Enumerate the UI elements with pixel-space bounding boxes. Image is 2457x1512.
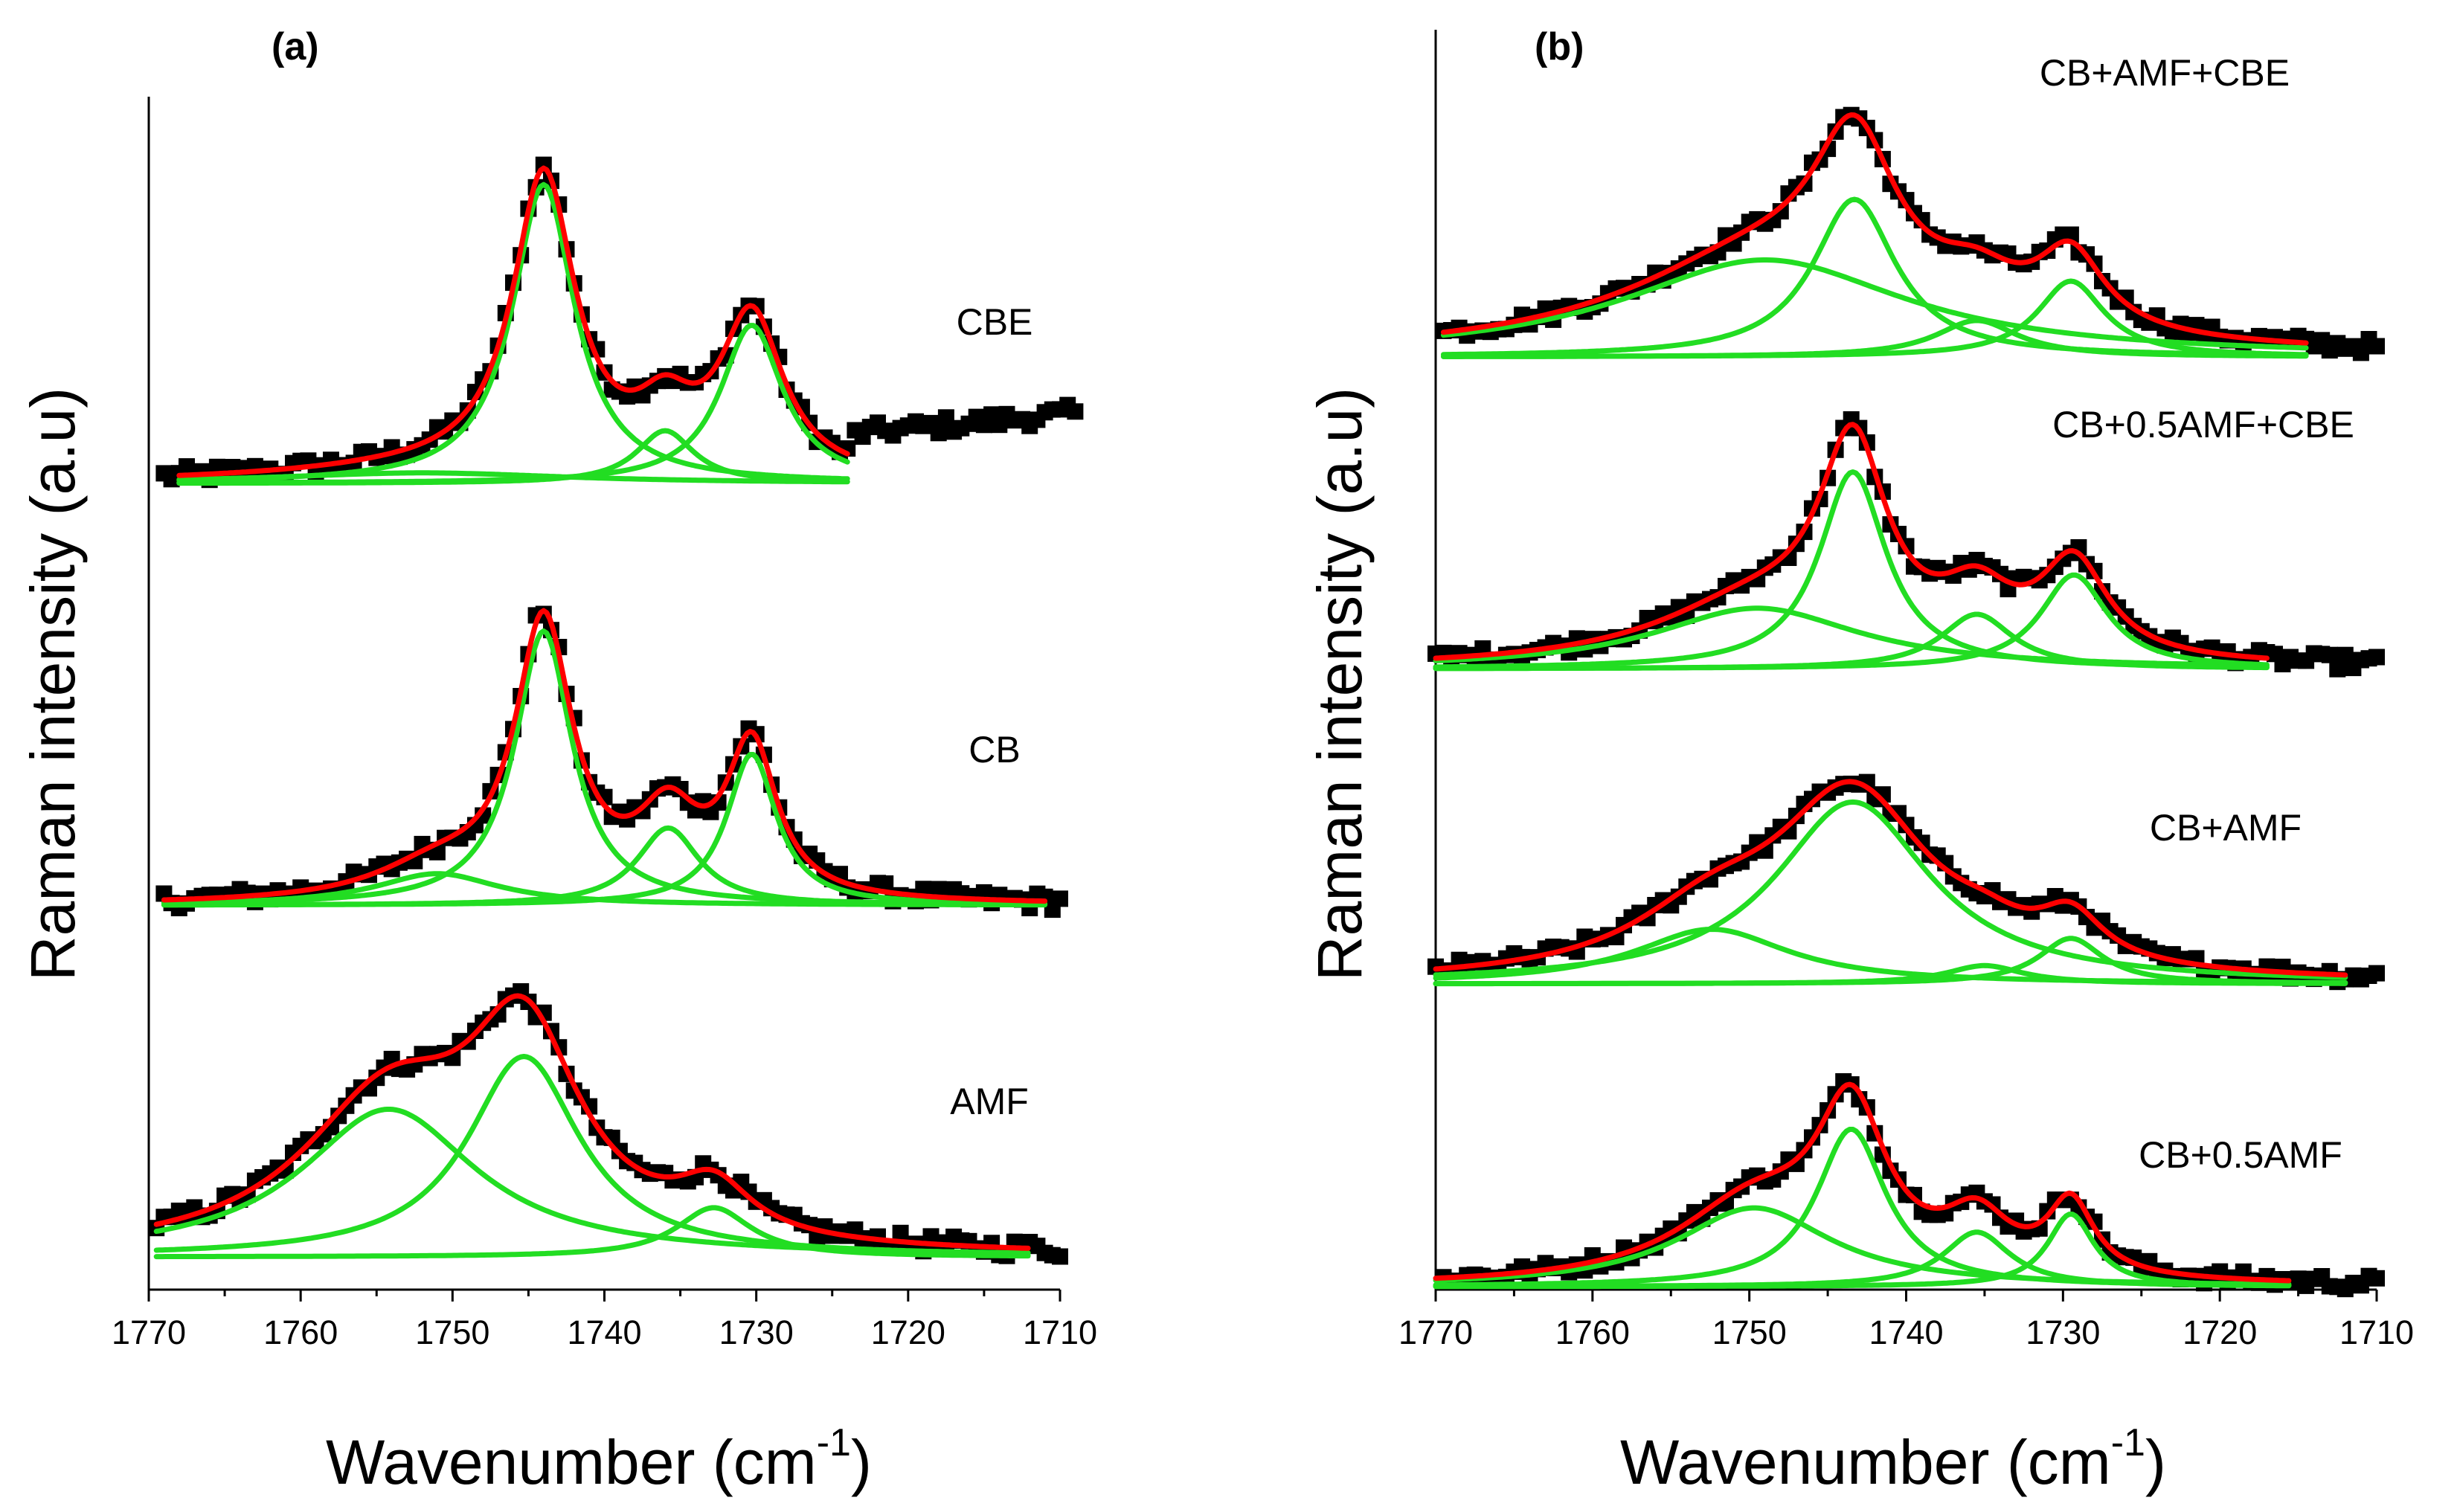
data-point: [937, 409, 954, 426]
x-tick-label: 1770: [1398, 1313, 1473, 1351]
x-tick-label: 1740: [567, 1313, 641, 1351]
data-point: [877, 875, 894, 892]
component-peak-curve: [176, 428, 850, 486]
trace-label: CB+0.5AMF+CBE: [2052, 404, 2354, 445]
trace-cb: [155, 605, 1068, 919]
fit-curve: [1433, 779, 2348, 978]
panel-b: 1770 1760 1750 1740 1730 1720 1710 CB+AMF+CBEC…: [1305, 25, 2414, 1497]
fit-curve: [1433, 1081, 2292, 1284]
data-point: [2368, 649, 2385, 666]
data-point: [2368, 1270, 2385, 1287]
trace-label: CB+AMF+CBE: [2040, 52, 2290, 94]
x-tick-label: 1770: [112, 1313, 186, 1351]
fit-curve: [161, 608, 1048, 904]
component-peak-curve: [161, 871, 1048, 908]
data-point: [2321, 646, 2338, 663]
x-tick-label: 1760: [263, 1313, 338, 1351]
x-tick-label: 1750: [1712, 1313, 1787, 1351]
component-peak-curve: [1433, 1229, 2292, 1290]
panel-a: 1770 1760 1750 1740 1730 1720 1710 CBE CB AMF (a…: [18, 25, 1097, 1497]
data-point: [2329, 660, 2346, 678]
component-peak-curve: [1433, 611, 2270, 672]
trace-cb-0-5amf-cbe: [1427, 411, 2385, 678]
panel-a-x-axis-title: Wavenumber (cm-1): [326, 1421, 872, 1497]
trace-label: CB+0.5AMF: [2139, 1134, 2342, 1176]
x-tick-label: 1760: [1555, 1313, 1630, 1351]
panel-b-x-axis-title-close: ): [2145, 1427, 2166, 1497]
panel-b-traces: [1427, 106, 2385, 1298]
data-point: [1052, 890, 1068, 907]
trace-label: AMF: [950, 1081, 1029, 1122]
panel-b-trace-labels: CB+AMF+CBE CB+0.5AMF+CBE CB+AMF CB+0.5AMF: [2040, 52, 2354, 1176]
component-peak-curve: [153, 1107, 1031, 1256]
panel-b-x-ticks: 1770 1760 1750 1740 1730 1720 1710: [1398, 1288, 2414, 1351]
component-peak-curve: [1441, 257, 2309, 351]
component-peak-curve: [176, 470, 850, 485]
x-tick-label: 1720: [2183, 1313, 2257, 1351]
panel-a-traces: [148, 156, 1084, 1265]
x-tick-label: 1730: [719, 1313, 794, 1351]
panel-b-x-axis-title-sup: -1: [2111, 1421, 2145, 1464]
panel-a-x-axis-title-close: ): [851, 1427, 872, 1497]
fit-curve: [1441, 112, 2309, 346]
trace-label: CBE: [957, 301, 1033, 343]
component-peak-curve: [1433, 962, 2348, 987]
trace-label: CB+AMF: [2150, 807, 2302, 849]
panel-a-x-axis-title-sup: -1: [817, 1421, 851, 1464]
panel-a-label: (a): [272, 25, 319, 68]
panel-a-trace-labels: CBE CB AMF: [950, 301, 1032, 1122]
component-peak-curve: [1433, 572, 2270, 672]
trace-cbe: [155, 156, 1084, 489]
trace-amf: [148, 983, 1068, 1265]
component-peak-curve: [153, 1205, 1031, 1260]
trace-label: CB: [969, 729, 1020, 771]
data-point: [1067, 403, 1084, 420]
component-peak-curve: [1441, 318, 2309, 359]
data-point: [1052, 1248, 1068, 1265]
x-tick-label: 1730: [2026, 1313, 2100, 1351]
data-point: [930, 425, 947, 442]
panel-b-label: (b): [1535, 25, 1584, 68]
data-point: [2368, 965, 2385, 982]
fit-curve: [1433, 422, 2270, 661]
fit-curve: [153, 993, 1031, 1251]
panel-a-x-ticks: 1770 1760 1750 1740 1730 1720 1710: [112, 1288, 1097, 1351]
component-peak-curve: [161, 628, 1048, 907]
panel-a-y-axis-title: Raman intensity (a.u): [18, 387, 88, 981]
x-tick-label: 1710: [2339, 1313, 2414, 1351]
x-tick-label: 1710: [1023, 1313, 1097, 1351]
component-peak-curve: [176, 323, 850, 486]
panel-b-x-axis-title-main: Wavenumber (cm: [1620, 1427, 2111, 1497]
data-point: [2336, 646, 2354, 663]
panel-b-y-axis-title: Raman intensity (a.u): [1305, 387, 1375, 981]
component-peak-curve: [176, 181, 850, 483]
x-tick-label: 1740: [1869, 1313, 1943, 1351]
data-point: [2368, 338, 2385, 355]
trace-cb-amf: [1427, 773, 2385, 991]
x-tick-label: 1750: [415, 1313, 489, 1351]
panel-b-x-axis-title: Wavenumber (cm-1): [1620, 1421, 2166, 1497]
panel-a-x-axis-title-main: Wavenumber (cm: [326, 1427, 817, 1497]
fit-curve: [176, 165, 850, 478]
trace-cb-amf-cbe: [1435, 106, 2385, 361]
data-point: [2352, 344, 2369, 361]
trace-cb-0-5amf: [1433, 1073, 2385, 1298]
x-tick-label: 1720: [871, 1313, 945, 1351]
